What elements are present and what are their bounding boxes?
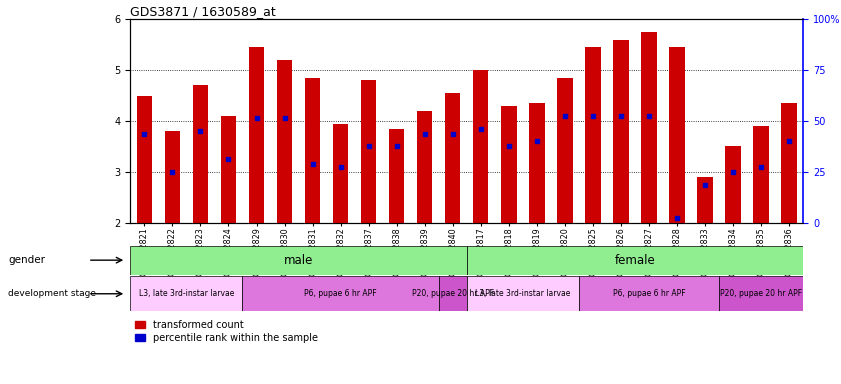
Text: P6, pupae 6 hr APF: P6, pupae 6 hr APF (612, 289, 685, 298)
Bar (220, 116, 236, 223)
Bar (389, 129, 405, 223)
Bar (439, 276, 467, 311)
Bar (467, 246, 803, 275)
Bar (467, 276, 579, 311)
Text: P20, pupae 20 hr APF: P20, pupae 20 hr APF (412, 289, 494, 298)
Bar (165, 131, 180, 223)
Text: gender: gender (8, 255, 45, 265)
Bar (585, 47, 600, 223)
Bar (445, 93, 460, 223)
Bar (130, 246, 467, 275)
Text: GDS3871 / 1630589_at: GDS3871 / 1630589_at (130, 5, 276, 18)
Bar (529, 103, 544, 223)
Bar (333, 124, 348, 223)
Bar (136, 96, 152, 223)
Text: L3, late 3rd-instar larvae: L3, late 3rd-instar larvae (139, 289, 234, 298)
Bar (697, 177, 712, 223)
Bar (193, 85, 208, 223)
Text: male: male (284, 254, 313, 266)
Bar (249, 47, 264, 223)
Bar (304, 78, 320, 223)
Bar (417, 111, 432, 223)
Bar (725, 146, 741, 223)
Bar (557, 78, 573, 223)
Text: development stage: development stage (8, 289, 97, 298)
Bar (501, 106, 516, 223)
Bar (613, 40, 628, 223)
Text: L3, late 3rd-instar larvae: L3, late 3rd-instar larvae (475, 289, 570, 298)
Bar (361, 80, 376, 223)
Text: female: female (615, 254, 655, 266)
Bar (754, 126, 769, 223)
Bar (781, 103, 796, 223)
Bar (641, 32, 657, 223)
Bar (473, 70, 489, 223)
Bar (130, 276, 242, 311)
Bar (242, 276, 439, 311)
Text: P20, pupae 20 hr APF: P20, pupae 20 hr APF (720, 289, 802, 298)
Bar (579, 276, 719, 311)
Bar (669, 47, 685, 223)
Legend: transformed count, percentile rank within the sample: transformed count, percentile rank withi… (135, 320, 318, 343)
Bar (719, 276, 803, 311)
Bar (277, 60, 292, 223)
Text: P6, pupae 6 hr APF: P6, pupae 6 hr APF (304, 289, 377, 298)
